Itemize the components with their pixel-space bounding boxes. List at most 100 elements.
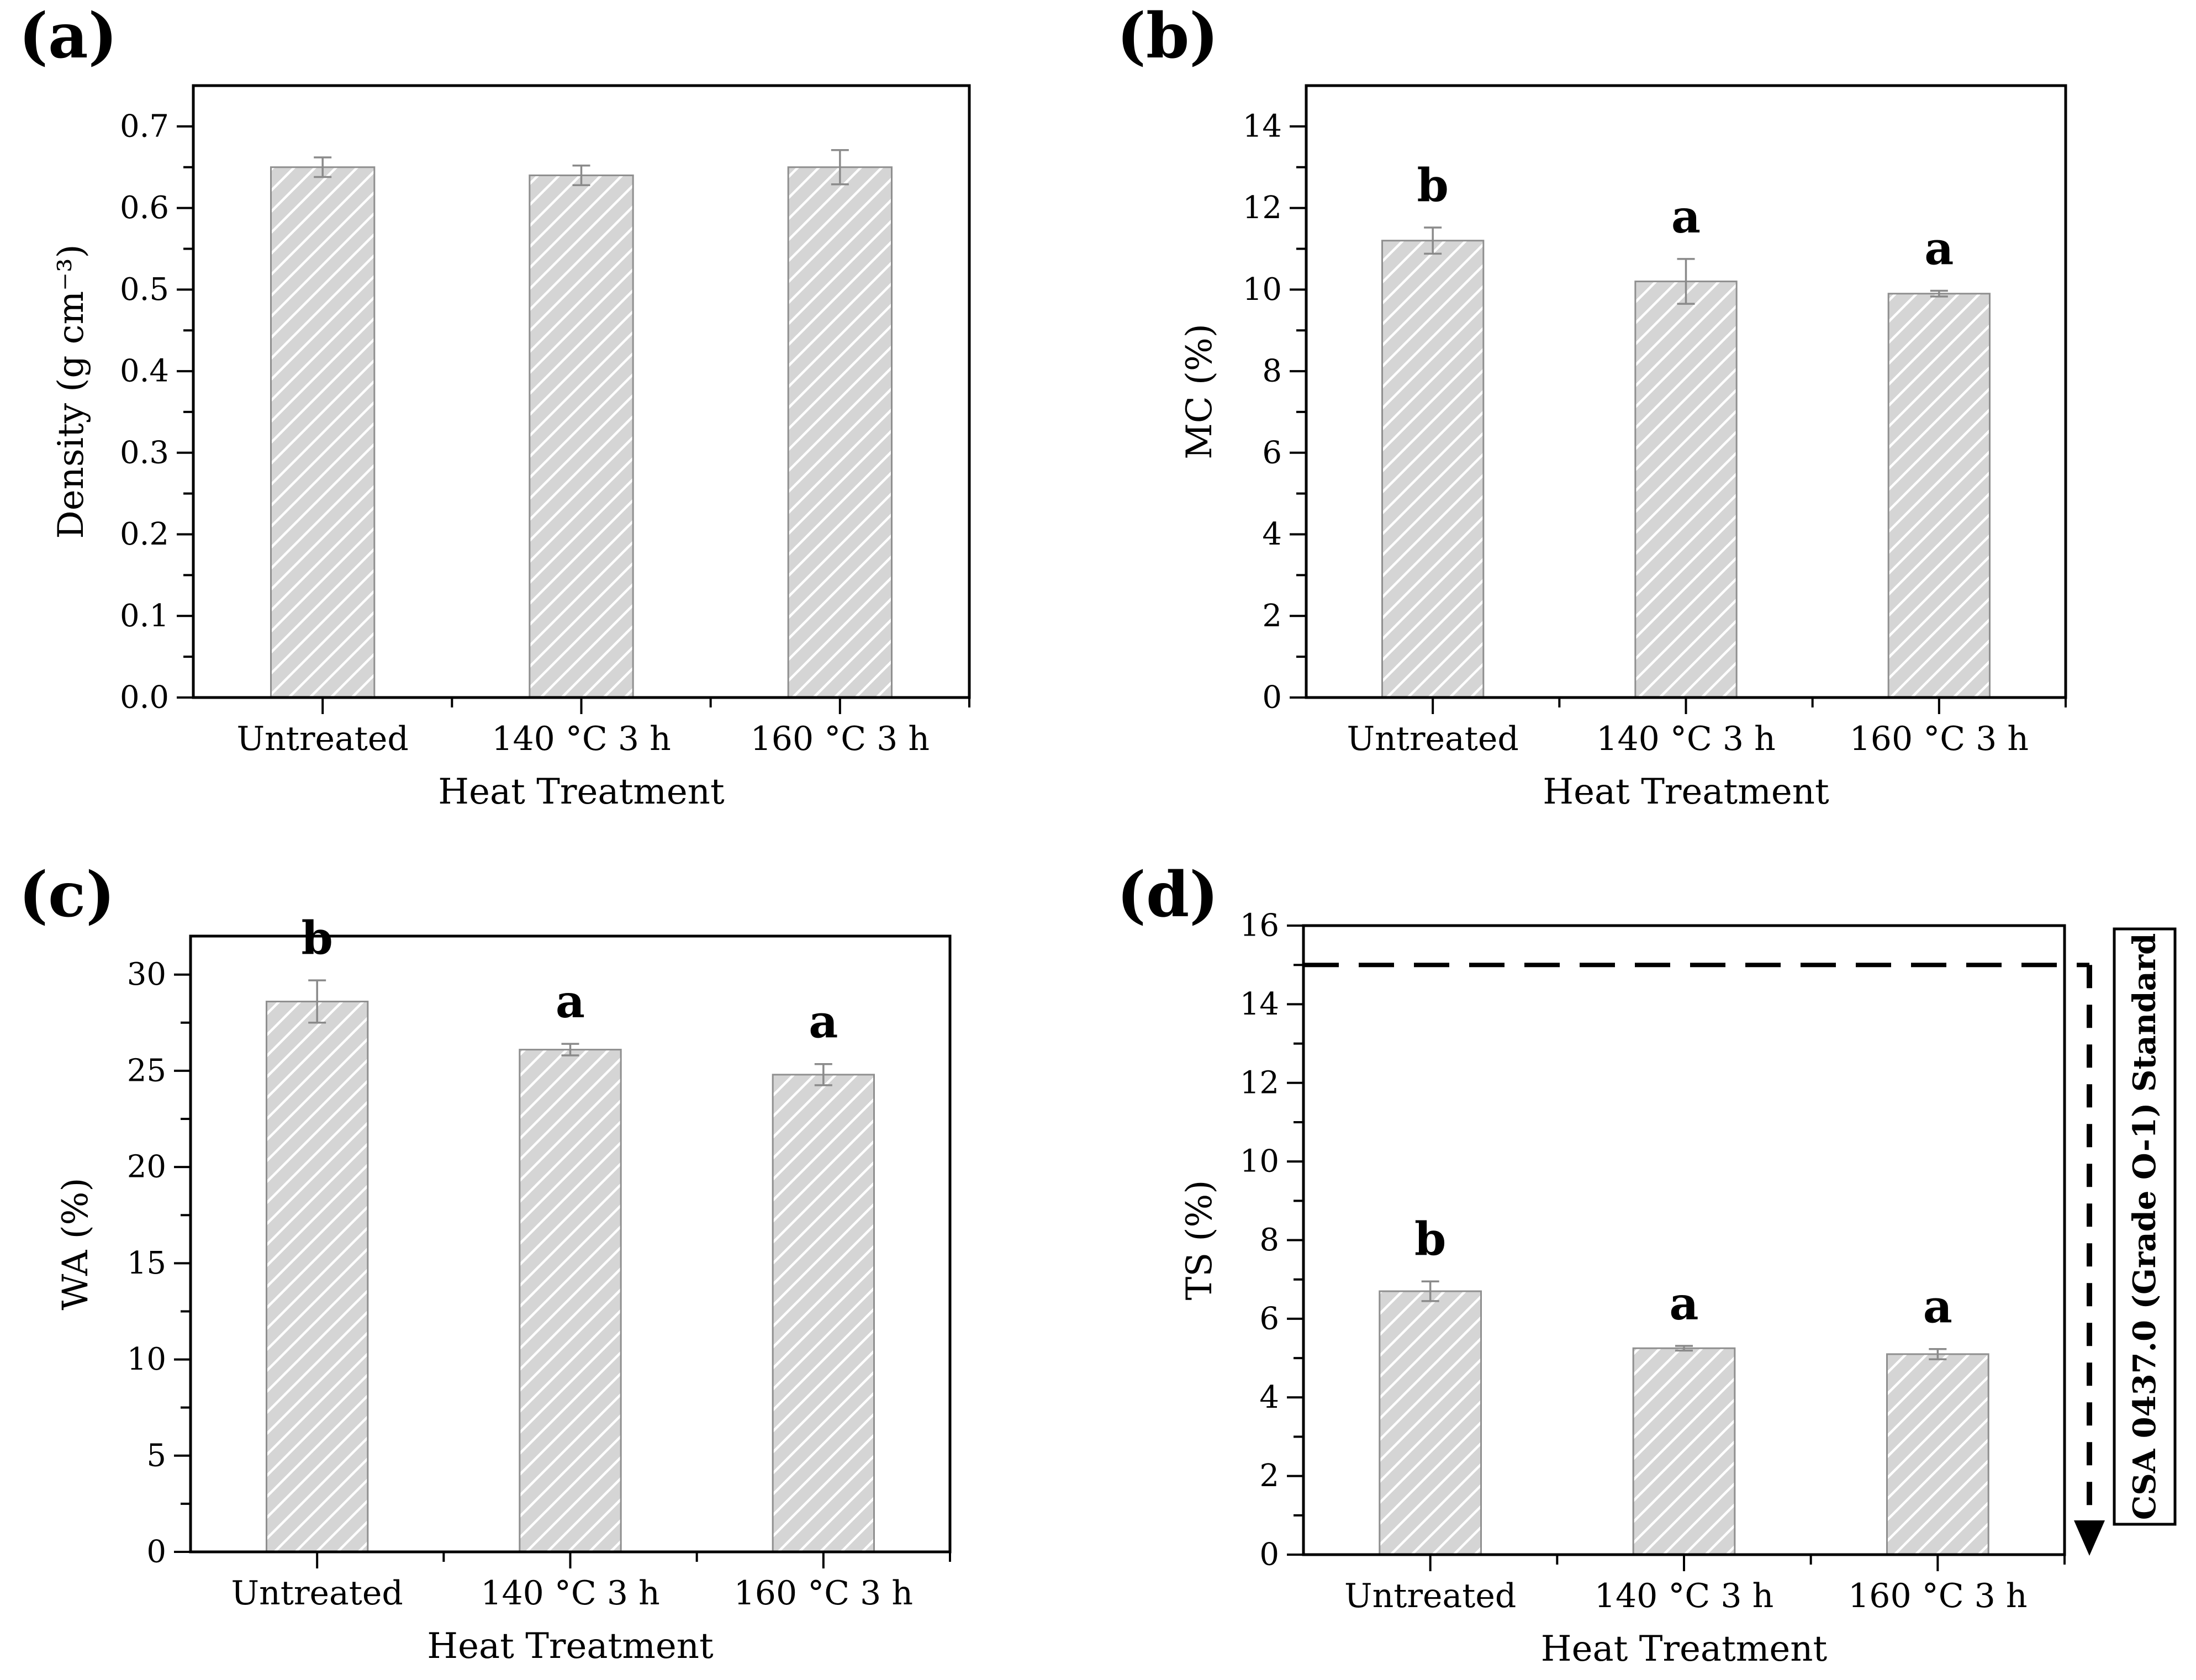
error-bars xyxy=(314,149,849,186)
sig-letter: b xyxy=(1414,1213,1446,1266)
x-axis-title: Heat Treatment xyxy=(438,772,725,812)
y-tick-label: 20 xyxy=(127,1149,166,1185)
y-tick-label: 0.2 xyxy=(120,516,169,552)
panel-density: (a) 0.0 0.1 0.2 0.3 0.4 0.5 0.6 0.7 Untreated 140… xyxy=(0,0,1098,840)
x-category-label: 160 °C 3 h xyxy=(1848,1577,2027,1615)
y-tick-label: 5 xyxy=(146,1438,166,1473)
x-category-label: 140 °C 3 h xyxy=(1596,720,1775,758)
panel-moisture-content: (b) b a a 0 2 4 6 8 10 12 14 Untreated 140 °C 3 h 160… xyxy=(1098,0,2196,840)
x-category-label: 160 °C 3 h xyxy=(751,720,930,758)
y-axis: 0.0 0.1 0.2 0.3 0.4 0.5 0.6 0.7 xyxy=(120,108,193,716)
bar-160 °C 3 h xyxy=(1886,1353,1989,1556)
x-category-label: 160 °C 3 h xyxy=(734,1574,913,1613)
panel-water-absorption: (c) b a a 0 5 10 15 20 25 30 Untreated 140 °C 3 h 16… xyxy=(0,840,1098,1680)
reference-line xyxy=(1303,963,2105,1556)
y-tick-label: 0.3 xyxy=(120,435,169,471)
y-tick-label: 15 xyxy=(127,1245,166,1281)
y-tick-label: 8 xyxy=(1259,1222,1279,1258)
y-axis-title: Density (g cm⁻³) xyxy=(51,244,92,538)
bar-140 °C 3 h xyxy=(1632,1347,1736,1556)
significance-letters: b a a xyxy=(1417,159,1954,275)
sig-letter: b xyxy=(301,912,332,965)
x-category-label: Untreated xyxy=(237,720,409,758)
x-axis-title: Heat Treatment xyxy=(427,1626,714,1667)
x-axis-title: Heat Treatment xyxy=(1543,772,1829,812)
y-tick-label: 10 xyxy=(127,1341,166,1377)
x-category-label: Untreated xyxy=(1347,720,1519,758)
x-axis-title: Heat Treatment xyxy=(1541,1629,1828,1670)
y-tick-label: 30 xyxy=(127,957,166,992)
y-tick-label: 2 xyxy=(1259,1458,1279,1494)
y-tick-label: 4 xyxy=(1262,516,1282,552)
y-tick-label: 0.0 xyxy=(120,680,169,716)
bar-140 °C 3 h xyxy=(1634,281,1738,699)
bar-Untreated xyxy=(1379,1290,1482,1556)
y-tick-label: 16 xyxy=(1240,908,1279,944)
bar-140 °C 3 h xyxy=(519,1049,622,1553)
y-tick-label: 0 xyxy=(146,1534,166,1570)
x-category-label: Untreated xyxy=(1344,1577,1516,1615)
y-tick-label: 0 xyxy=(1262,680,1282,716)
bars xyxy=(1381,240,1991,699)
x-axis: Untreated 140 °C 3 h 160 °C 3 h xyxy=(1344,1555,2066,1615)
standard-annotation: CSA 0437.0 (Grade O-1) Standard xyxy=(2113,927,2177,1526)
axis-titles: Heat Treatment Density (g cm⁻³) xyxy=(51,244,725,812)
sig-letter: a xyxy=(556,975,585,1028)
x-category-label: 140 °C 3 h xyxy=(492,720,671,758)
down-arrow-icon xyxy=(2074,1520,2105,1556)
y-tick-label: 0.6 xyxy=(120,190,169,226)
y-tick-label: 4 xyxy=(1259,1380,1279,1415)
y-tick-label: 12 xyxy=(1240,1065,1279,1101)
x-axis: Untreated 140 °C 3 h 160 °C 3 h xyxy=(231,1552,951,1613)
bars xyxy=(1379,1290,1989,1556)
thickness-swelling-bar-chart: b a a 0 2 4 6 8 10 12 14 16 Untreated 140 °C 3 h 160 °… xyxy=(1179,908,2177,1670)
y-tick-label: 0.5 xyxy=(120,272,169,308)
bar-Untreated xyxy=(1381,240,1485,699)
y-axis-title: WA (%) xyxy=(55,1178,96,1311)
panel-letter-c: (c) xyxy=(19,859,115,931)
bars xyxy=(266,1000,875,1553)
x-category-label: 140 °C 3 h xyxy=(481,1574,659,1613)
bar-160 °C 3 h xyxy=(772,1074,875,1553)
panel-letter-b: (b) xyxy=(1117,0,1219,72)
significance-letters: b a a xyxy=(301,912,838,1049)
x-category-label: Untreated xyxy=(231,1574,403,1613)
axis-titles: Heat Treatment TS (%) xyxy=(1179,1180,1828,1670)
y-tick-label: 14 xyxy=(1240,986,1279,1022)
bar-Untreated xyxy=(266,1000,369,1553)
y-axis-title: TS (%) xyxy=(1179,1180,1220,1301)
bar-160 °C 3 h xyxy=(1887,293,1991,699)
x-axis: Untreated 140 °C 3 h 160 °C 3 h xyxy=(1347,698,2067,758)
y-tick-label: 6 xyxy=(1259,1301,1279,1336)
bar-Untreated xyxy=(270,166,376,699)
bar-160 °C 3 h xyxy=(787,166,893,699)
y-tick-label: 2 xyxy=(1262,598,1282,634)
y-tick-label: 0 xyxy=(1259,1537,1279,1573)
sig-letter: a xyxy=(809,996,838,1049)
significance-letters: b a a xyxy=(1414,1213,1952,1333)
bar-140 °C 3 h xyxy=(529,175,634,699)
error-bars xyxy=(308,979,832,1086)
y-tick-label: 8 xyxy=(1262,353,1282,389)
y-tick-label: 14 xyxy=(1243,108,1282,144)
error-bars xyxy=(1421,1280,1947,1360)
y-axis-title: MC (%) xyxy=(1179,324,1220,459)
sig-letter: b xyxy=(1417,159,1448,212)
bars xyxy=(270,166,893,699)
water-absorption-bar-chart: b a a 0 5 10 15 20 25 30 Untreated 140 °C 3 h 160 °C… xyxy=(55,912,952,1667)
x-axis: Untreated 140 °C 3 h 160 °C 3 h xyxy=(237,698,970,758)
panel-thickness-swelling: (d) b a a 0 2 4 6 8 10 12 14 16 Untreated 140 °C 3 h 1… xyxy=(1098,840,2196,1680)
sig-letter: a xyxy=(1924,223,1954,276)
y-tick-label: 6 xyxy=(1262,435,1282,471)
panel-letter-a: (a) xyxy=(19,0,118,72)
sig-letter: a xyxy=(1671,191,1701,244)
density-bar-chart: 0.0 0.1 0.2 0.3 0.4 0.5 0.6 0.7 Untreated 140 °C … xyxy=(51,84,971,812)
x-category-label: 160 °C 3 h xyxy=(1850,720,2029,758)
y-tick-label: 0.7 xyxy=(120,108,169,144)
standard-annotation-label: CSA 0437.0 (Grade O-1) Standard xyxy=(2126,933,2163,1520)
sig-letter: a xyxy=(1669,1277,1698,1330)
axis-titles: Heat Treatment WA (%) xyxy=(55,1178,714,1667)
y-tick-label: 0.1 xyxy=(120,598,169,634)
error-bars xyxy=(1424,226,1948,305)
